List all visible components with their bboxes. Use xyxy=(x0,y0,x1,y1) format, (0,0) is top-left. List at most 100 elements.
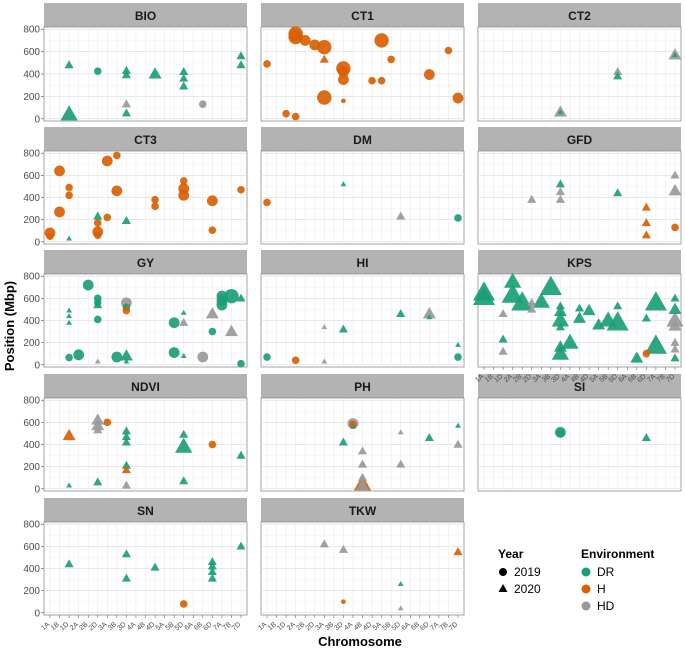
data-point-2019-h xyxy=(387,55,395,64)
x-tick-label: 7B xyxy=(656,373,667,384)
data-point-2019-h xyxy=(179,600,188,608)
data-point-2020-dr xyxy=(207,557,217,566)
data-point-2019-h xyxy=(101,155,113,167)
data-point-2020-dr xyxy=(455,341,461,347)
panel-dm: DM xyxy=(260,127,465,245)
y-tick-label: 400 xyxy=(23,193,40,204)
data-point-2019-dr xyxy=(454,353,462,361)
data-point-2020-dr xyxy=(121,65,131,74)
legend-env-hd-label: HD xyxy=(597,599,615,613)
data-point-2020-dr xyxy=(539,275,562,296)
data-point-2019-h xyxy=(341,599,346,605)
legend-env-hd-key xyxy=(581,601,591,611)
x-tick-label: 2A xyxy=(69,621,80,632)
data-point-2020-dr xyxy=(555,179,565,188)
x-tick-label: 7D xyxy=(231,621,242,632)
facet-strip-title: GFD xyxy=(567,133,593,147)
data-point-2019-dr xyxy=(111,351,123,363)
data-point-2020-hd xyxy=(422,307,436,319)
data-point-2020-dr xyxy=(66,482,72,488)
data-point-2020-dr xyxy=(573,311,586,323)
data-point-2020-hd xyxy=(668,184,682,196)
data-point-2019-h xyxy=(368,76,376,85)
x-tick-label: 3A xyxy=(532,373,543,384)
x-tick-label: 1A xyxy=(257,621,268,632)
y-tick-label: 0 xyxy=(34,237,40,248)
data-point-2019-h xyxy=(299,35,311,46)
x-tick-label: 1B xyxy=(484,373,495,384)
data-point-2019-h xyxy=(111,185,123,197)
data-point-2020-dr xyxy=(641,433,651,442)
data-point-2020-dr xyxy=(66,313,72,319)
data-point-2020-hd xyxy=(527,194,537,203)
facet-strip-title: GY xyxy=(137,256,154,270)
data-point-2020-dr xyxy=(672,51,678,57)
data-point-2019-dr xyxy=(73,349,85,361)
y-tick-label: 200 xyxy=(23,215,40,226)
facet-strip xyxy=(261,3,464,27)
x-axis-title: Chromosome xyxy=(318,634,402,649)
data-point-2020-hd xyxy=(498,346,508,355)
data-point-2019-dr xyxy=(454,214,462,222)
data-point-2020-hd xyxy=(527,304,537,313)
panel-ct2: CT2 xyxy=(477,3,682,122)
data-point-2020-dr xyxy=(668,302,682,314)
data-point-2019-h xyxy=(208,226,217,234)
data-point-2019-h xyxy=(317,39,332,55)
data-point-2020-h xyxy=(641,218,651,227)
panel-ct1: CT1 xyxy=(260,3,465,122)
data-point-2019-h xyxy=(444,46,453,55)
legend-env-h-label: H xyxy=(597,582,606,596)
x-tick-label: 7A xyxy=(646,373,657,384)
y-tick-label: 200 xyxy=(23,92,40,103)
data-point-2020-hd xyxy=(321,358,328,364)
data-point-2019-h xyxy=(671,223,679,232)
legend-year-2020-label: 2020 xyxy=(514,582,541,596)
x-tick-label: 6D xyxy=(419,621,430,632)
facet-strip-title: SI xyxy=(574,380,585,394)
data-point-2020-hd xyxy=(668,319,682,331)
x-tick-label: 6D xyxy=(636,373,647,384)
data-point-2020-dr xyxy=(148,67,162,79)
y-tick-label: 800 xyxy=(23,149,40,160)
x-tick-label: 5A xyxy=(372,621,383,632)
data-point-2019-h xyxy=(317,90,332,105)
data-point-2020-dr xyxy=(64,60,74,69)
data-point-2019-h xyxy=(54,165,65,177)
x-tick-label: 5B xyxy=(164,621,175,632)
data-point-2020-dr xyxy=(644,291,667,311)
panel-hi: HI xyxy=(260,250,465,368)
data-point-2020-h xyxy=(121,465,131,474)
data-point-2019-h xyxy=(206,195,218,207)
x-tick-label: 2B xyxy=(512,373,523,384)
data-point-2020-hd xyxy=(666,311,684,327)
facet-strip xyxy=(478,250,681,274)
x-tick-label: 7D xyxy=(665,373,676,384)
facet-strip xyxy=(44,250,247,274)
data-point-2020-dr xyxy=(179,476,189,485)
x-tick-label: 3B xyxy=(107,621,118,632)
data-point-2020-hd xyxy=(670,337,680,346)
panel-bio: BIO 0 200 400 600 800 xyxy=(23,3,248,125)
data-point-2020-dr xyxy=(121,70,131,79)
data-point-2020-hd xyxy=(321,324,328,330)
x-tick-label: 3D xyxy=(116,621,127,632)
data-point-2020-h xyxy=(453,547,463,556)
data-point-2019-h xyxy=(374,33,389,48)
y-tick-label: 600 xyxy=(23,47,40,58)
data-point-2020-dr xyxy=(236,293,246,302)
data-point-2020-dr xyxy=(504,272,522,288)
y-tick-label: 0 xyxy=(34,484,40,495)
x-tick-label: 3D xyxy=(333,621,344,632)
data-point-2019-h xyxy=(46,232,54,241)
data-point-2020-dr xyxy=(670,353,680,362)
facet-strip-title: HI xyxy=(357,256,369,270)
legend-env-h-key xyxy=(581,584,591,594)
x-tick-label: 5D xyxy=(608,373,619,384)
data-point-2020-dr xyxy=(561,333,579,349)
x-tick-label: 6B xyxy=(193,621,204,632)
facet-strip-title: TKW xyxy=(349,504,377,518)
x-tick-label: 4B xyxy=(353,621,364,632)
facet-panels: BIO 0 200 400 600 800 CT1 CT2 CT3 0 200 400 600 800 DM… xyxy=(23,3,684,619)
x-tick-label: 4B xyxy=(570,373,581,384)
